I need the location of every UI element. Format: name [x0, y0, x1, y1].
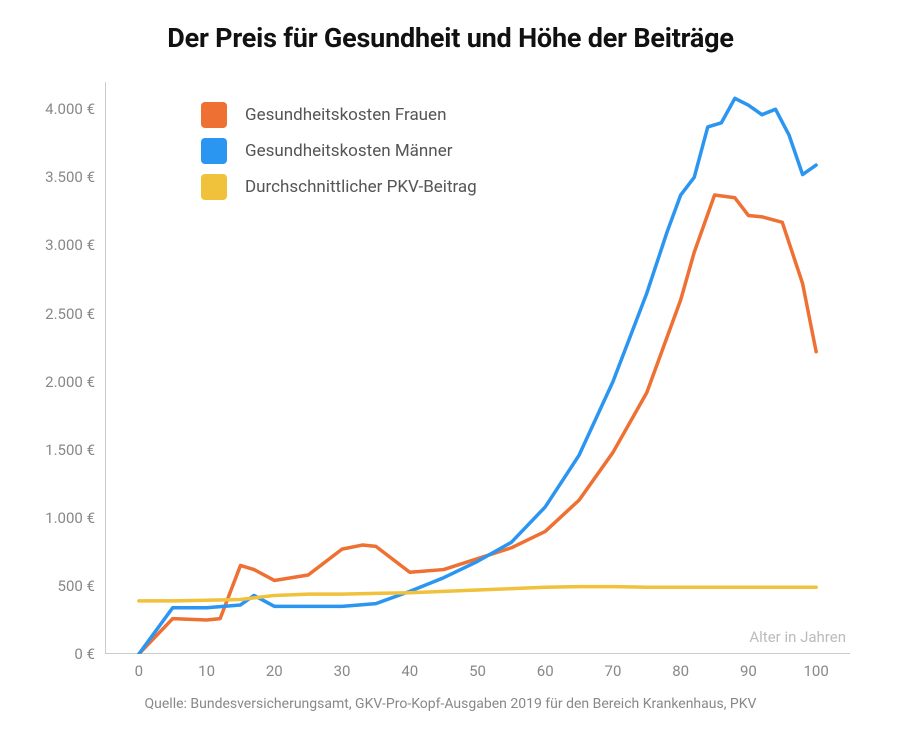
x-tick-label: 80: [672, 662, 689, 680]
legend-label: Gesundheitskosten Frauen: [245, 105, 446, 125]
x-tick-label: 100: [803, 662, 828, 680]
x-tick-label: 70: [605, 662, 622, 680]
chart-plot-area: Gesundheitskosten Frauen Gesundheitskoste…: [105, 82, 850, 654]
series-line-pkv: [139, 587, 816, 601]
y-tick-label: 2.500 €: [45, 305, 95, 323]
legend-label: Gesundheitskosten Männer: [245, 141, 452, 161]
legend-item-pkv: Durchschnittlicher PKV-Beitrag: [201, 172, 477, 202]
chart-container: Der Preis für Gesundheit und Höhe der Be…: [0, 0, 901, 739]
x-axis-title: Alter in Jahren: [749, 628, 846, 646]
legend-item-maenner: Gesundheitskosten Männer: [201, 136, 477, 166]
x-tick-label: 40: [401, 662, 418, 680]
legend-item-frauen: Gesundheitskosten Frauen: [201, 100, 477, 130]
series-line-frauen: [139, 195, 816, 654]
x-tick-label: 60: [537, 662, 554, 680]
x-tick-label: 30: [334, 662, 351, 680]
legend-label: Durchschnittlicher PKV-Beitrag: [245, 177, 477, 197]
y-tick-label: 4.000 €: [45, 100, 95, 118]
y-tick-label: 0 €: [74, 645, 95, 663]
y-tick-label: 3.000 €: [45, 236, 95, 254]
chart-legend: Gesundheitskosten Frauen Gesundheitskoste…: [201, 100, 477, 208]
y-tick-label: 1.500 €: [45, 441, 95, 459]
x-tick-label: 20: [266, 662, 283, 680]
x-tick-label: 90: [740, 662, 757, 680]
x-tick-label: 10: [198, 662, 215, 680]
x-axis-tick-labels: 0 10 20 30 40 50 60 70 80 90 100: [105, 654, 850, 684]
chart-title: Der Preis für Gesundheit und Höhe der Be…: [0, 22, 901, 54]
x-tick-label: 0: [135, 662, 143, 680]
y-tick-label: 500 €: [58, 577, 95, 595]
legend-swatch: [201, 138, 227, 164]
y-axis-tick-labels: 0 €500 €1.000 €1.500 €2.000 €2.500 €3.00…: [0, 82, 95, 654]
legend-swatch: [201, 102, 227, 128]
legend-swatch: [201, 174, 227, 200]
y-tick-label: 3.500 €: [45, 168, 95, 186]
y-tick-label: 1.000 €: [45, 509, 95, 527]
chart-source-caption: Quelle: Bundesversicherungsamt, GKV-Pro-…: [0, 696, 901, 712]
y-tick-label: 2.000 €: [45, 373, 95, 391]
x-tick-label: 50: [469, 662, 486, 680]
